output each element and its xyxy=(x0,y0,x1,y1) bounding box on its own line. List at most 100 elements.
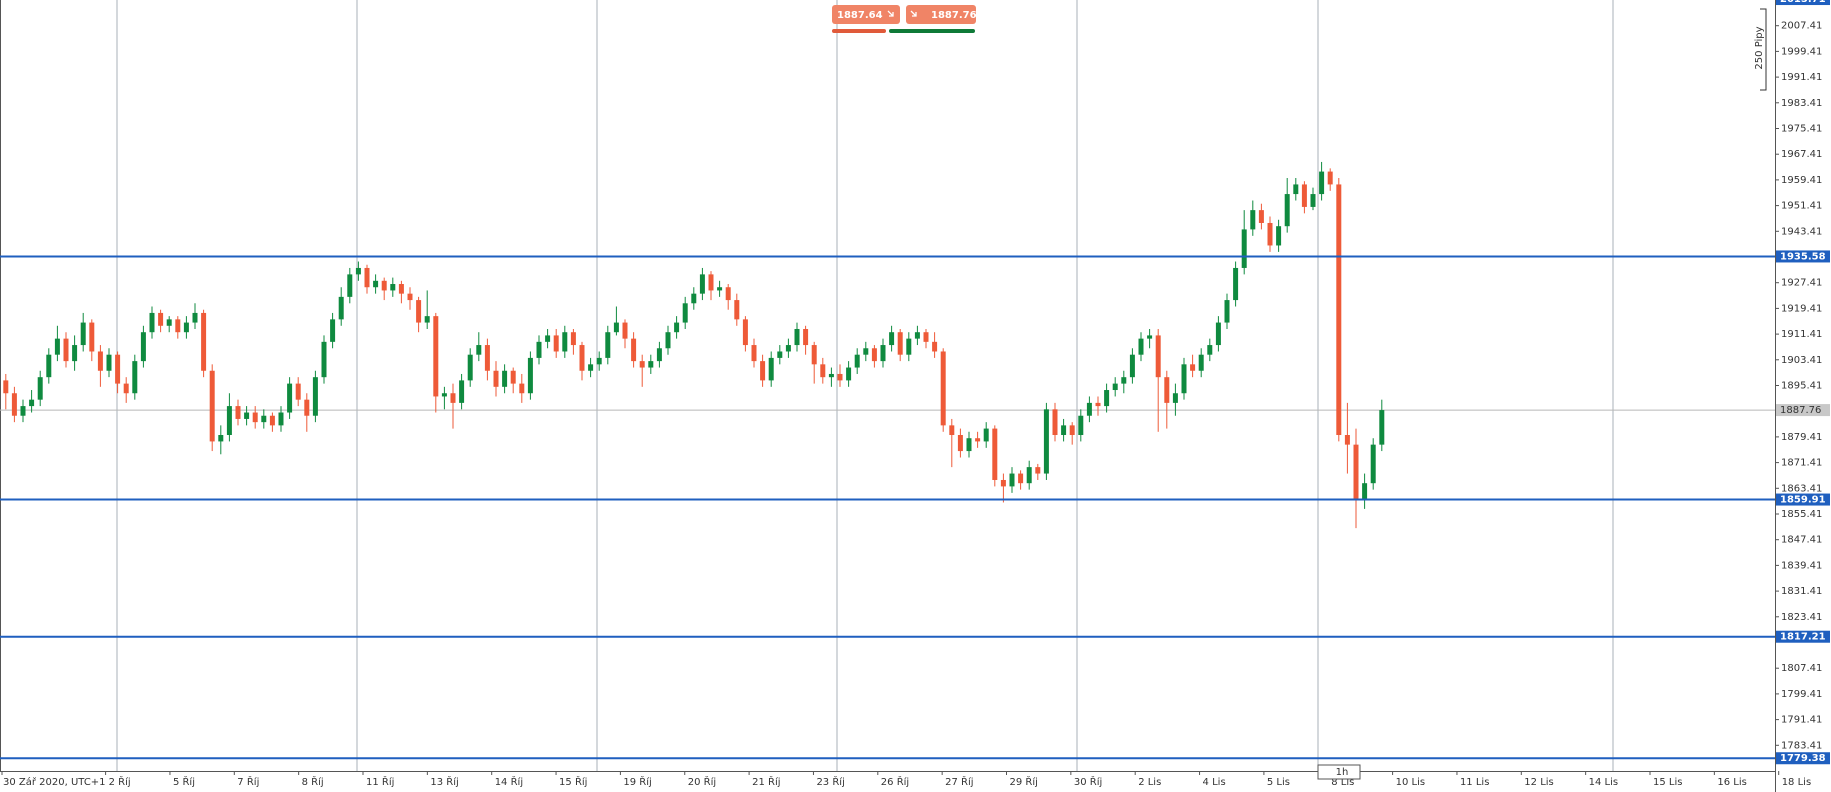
candle-body xyxy=(785,345,791,352)
level-label: 1817.21 xyxy=(1780,632,1826,643)
y-tick-label: 1791.41 xyxy=(1781,715,1822,726)
candle-body xyxy=(218,435,224,442)
candle-body xyxy=(123,383,129,394)
candle-body xyxy=(209,370,215,442)
candle-body xyxy=(252,412,258,423)
timeframe-button[interactable] xyxy=(1317,764,1361,780)
candle-body xyxy=(1293,184,1299,195)
candle-body xyxy=(1061,425,1067,436)
candle-body xyxy=(1104,390,1110,407)
candle-body xyxy=(1181,364,1187,394)
x-tick-label: 26 Říj xyxy=(881,775,909,788)
candle-body xyxy=(106,354,112,371)
y-tick-label: 2007.41 xyxy=(1781,21,1822,32)
x-tick-label: 30 Zář 2020, UTC+1 xyxy=(3,776,106,788)
candle-body xyxy=(158,312,164,326)
y-tick-label: 1911.41 xyxy=(1781,329,1822,340)
x-tick-label: 14 Lis xyxy=(1589,777,1618,788)
candle-body xyxy=(656,348,662,362)
x-tick-label: 21 Říj xyxy=(752,775,780,788)
candle-body xyxy=(1344,435,1350,445)
candle-body xyxy=(1052,409,1058,436)
candle-body xyxy=(751,345,757,362)
candle-body xyxy=(11,393,17,416)
candle-body xyxy=(278,412,284,426)
x-tick-label: 14 Říj xyxy=(495,775,523,788)
candle-body xyxy=(949,425,955,436)
candle-body xyxy=(433,316,439,397)
buy-price: 1887.76 xyxy=(931,10,977,21)
y-tick-label: 1943.41 xyxy=(1781,226,1822,237)
candle-body xyxy=(390,284,396,291)
candle-body xyxy=(596,357,602,365)
candle-body xyxy=(1284,194,1290,227)
candle-body xyxy=(1043,409,1049,474)
candle-body xyxy=(588,364,594,371)
y-tick-label: 1839.41 xyxy=(1781,560,1822,571)
y-tick-label: 1871.41 xyxy=(1781,458,1822,469)
candle-body xyxy=(1250,210,1256,230)
candle-body xyxy=(674,322,680,333)
candle-body xyxy=(1319,171,1325,195)
x-tick-label: 10 Lis xyxy=(1396,777,1425,788)
candle-body xyxy=(699,274,705,294)
candle-body xyxy=(1310,194,1316,207)
x-tick-label: 11 Lis xyxy=(1460,777,1489,788)
candle-body xyxy=(201,312,207,371)
candle-body xyxy=(441,393,447,397)
buy-button[interactable] xyxy=(906,5,976,24)
candle-body xyxy=(992,428,998,480)
candle-body xyxy=(149,312,155,333)
x-tick-label: 2 Říj xyxy=(109,775,131,788)
trade-panel[interactable]: 1887.64 1887.76 xyxy=(832,5,977,33)
x-tick-label: 7 Říj xyxy=(237,775,259,788)
x-tick-label: 12 Lis xyxy=(1524,777,1553,788)
candle-body xyxy=(381,280,387,291)
candle-body xyxy=(140,332,146,362)
candle-body xyxy=(708,274,714,291)
candle-body xyxy=(407,293,413,301)
candle-body xyxy=(398,284,404,294)
candle-body xyxy=(416,300,422,323)
candle-body xyxy=(287,383,293,413)
candle-body xyxy=(1129,354,1135,378)
candle-body xyxy=(1000,479,1006,487)
candle-body xyxy=(46,354,52,378)
candle-body xyxy=(226,406,232,436)
x-tick-label: 13 Říj xyxy=(430,775,458,788)
candle-body xyxy=(467,354,473,381)
x-tick-label: 2 Lis xyxy=(1138,777,1161,788)
candle-body xyxy=(304,399,310,416)
candle-body xyxy=(1258,210,1264,223)
x-tick-label: 5 Lis xyxy=(1267,777,1290,788)
candle-body xyxy=(235,406,241,419)
candle-body xyxy=(811,345,817,365)
y-tick-label: 1823.41 xyxy=(1781,612,1822,623)
timeframe-label: 1h xyxy=(1336,767,1349,778)
candle-body xyxy=(1121,377,1127,384)
y-tick-label: 1903.41 xyxy=(1781,355,1822,366)
price-label: 1887.76 xyxy=(1780,405,1821,416)
y-tick-label: 1919.41 xyxy=(1781,303,1822,314)
candle-body xyxy=(80,322,86,346)
level-box xyxy=(1776,250,1830,263)
level-label: 1779.38 xyxy=(1780,753,1826,764)
candle-body xyxy=(1370,444,1376,484)
candle-body xyxy=(1233,267,1239,301)
candle-body xyxy=(975,438,981,442)
candle-body xyxy=(923,332,929,342)
sell-button[interactable] xyxy=(832,5,900,24)
level-box xyxy=(1776,630,1830,643)
candle-body xyxy=(355,267,361,275)
y-tick-label: 1847.41 xyxy=(1781,535,1822,546)
level-label: 1859.91 xyxy=(1780,495,1826,506)
y-tick-label: 1807.41 xyxy=(1781,663,1822,674)
x-tick-label: 5 Říj xyxy=(173,775,195,788)
x-tick-label: 8 Říj xyxy=(302,775,324,788)
candle-body xyxy=(175,319,181,333)
candle-body xyxy=(622,322,628,339)
candle-body xyxy=(54,338,60,355)
x-tick-label: 15 Říj xyxy=(559,775,587,788)
